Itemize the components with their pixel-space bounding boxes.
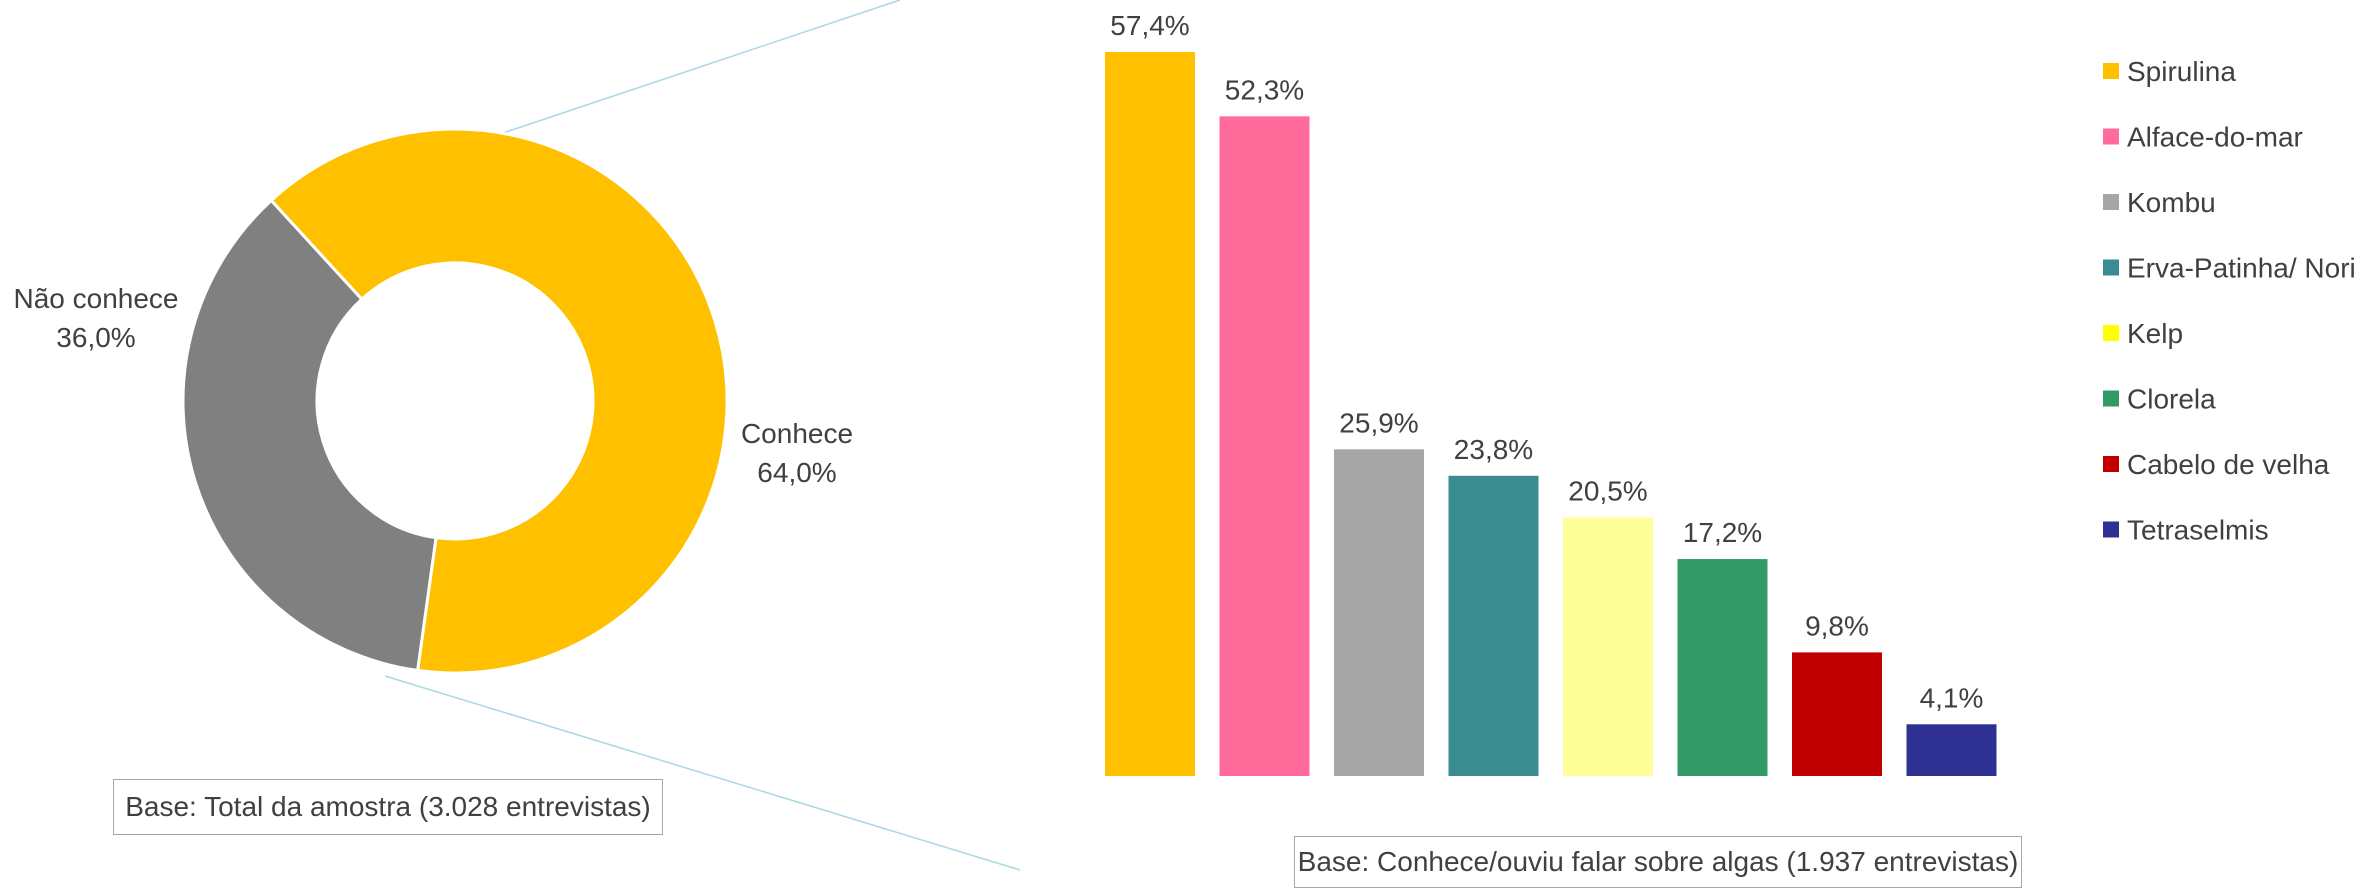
connector-lines xyxy=(384,0,1021,871)
legend-label-kombu: Kombu xyxy=(2127,187,2216,218)
legend-swatch-tetraselmis xyxy=(2103,521,2119,538)
bar-value-label-erva-patinha-nori: 23,8% xyxy=(1454,434,1533,465)
bar-spirulina xyxy=(1105,52,1195,776)
bar-value-label-alface-do-mar: 52,3% xyxy=(1225,74,1304,105)
legend-swatch-alface-do-mar xyxy=(2103,128,2119,145)
legend-swatch-erva-patinha-nori xyxy=(2103,259,2119,276)
donut-value-conhece: 64,0% xyxy=(757,457,836,488)
legend-label-spirulina: Spirulina xyxy=(2127,56,2236,87)
legend-label-clorela: Clorela xyxy=(2127,384,2216,415)
base-note-aware-of-algae: Base: Conhece/ouviu falar sobre algas (1… xyxy=(1294,836,2022,888)
bar-chart: 57,4% 52,3% 25,9% 23,8% 20,5% 17,2% 9,8% 4,1% xyxy=(1105,10,1997,777)
base-note-total-sample: Base: Total da amostra (3.028 entrevista… xyxy=(113,779,663,835)
legend-swatch-clorela xyxy=(2103,390,2119,407)
legend-swatch-spirulina xyxy=(2103,63,2119,79)
donut-value-nao-conhece: 36,0% xyxy=(56,322,135,353)
bar-value-label-tetraselmis: 4,1% xyxy=(1920,682,1984,713)
connector-line-top xyxy=(499,0,901,135)
base-note-total-sample-text: Base: Total da amostra (3.028 entrevista… xyxy=(125,791,651,822)
bar-value-label-kombu: 25,9% xyxy=(1339,407,1418,438)
legend-swatch-kelp xyxy=(2103,325,2119,341)
legend-label-tetraselmis: Tetraselmis xyxy=(2127,515,2269,546)
bar-cabelo-de-velha xyxy=(1792,652,1882,776)
bar-value-label-cabelo-de-velha: 9,8% xyxy=(1805,610,1869,641)
legend-label-kelp: Kelp xyxy=(2127,318,2183,349)
legend-label-alface-do-mar: Alface-do-mar xyxy=(2127,122,2303,153)
bar-kombu xyxy=(1334,449,1424,776)
legend-label-cabelo-de-velha: Cabelo de velha xyxy=(2127,449,2330,480)
donut-label-nao-conhece: Não conhece xyxy=(13,283,178,314)
base-note-aware-of-algae-text: Base: Conhece/ouviu falar sobre algas (1… xyxy=(1297,846,2019,877)
donut-chart: Conhece 64,0% Não conhece 36,0% xyxy=(13,127,853,675)
bar-tetraselmis xyxy=(1906,724,1997,776)
legend-swatch-cabelo-de-velha xyxy=(2103,456,2119,472)
bar-alface-do-mar xyxy=(1219,116,1310,777)
legend-swatch-kombu xyxy=(2103,194,2119,210)
bar-erva-patinha-nori xyxy=(1448,475,1539,776)
legend: Spirulina Alface-do-mar Kombu Erva-Patinha/… xyxy=(2103,56,2356,546)
bar-value-label-kelp: 20,5% xyxy=(1568,475,1647,506)
donut-label-conhece: Conhece xyxy=(741,418,853,449)
bar-clorela xyxy=(1677,559,1768,776)
bar-kelp xyxy=(1563,517,1653,776)
bar-value-label-clorela: 17,2% xyxy=(1683,517,1762,548)
legend-label-erva-patinha-nori: Erva-Patinha/ Nori xyxy=(2127,253,2356,284)
connector-line-bottom xyxy=(384,675,1021,871)
bar-value-label-spirulina: 57,4% xyxy=(1110,10,1189,41)
donut-slice-nao-conhece xyxy=(181,198,438,673)
donut-slice-conhece xyxy=(269,127,729,675)
